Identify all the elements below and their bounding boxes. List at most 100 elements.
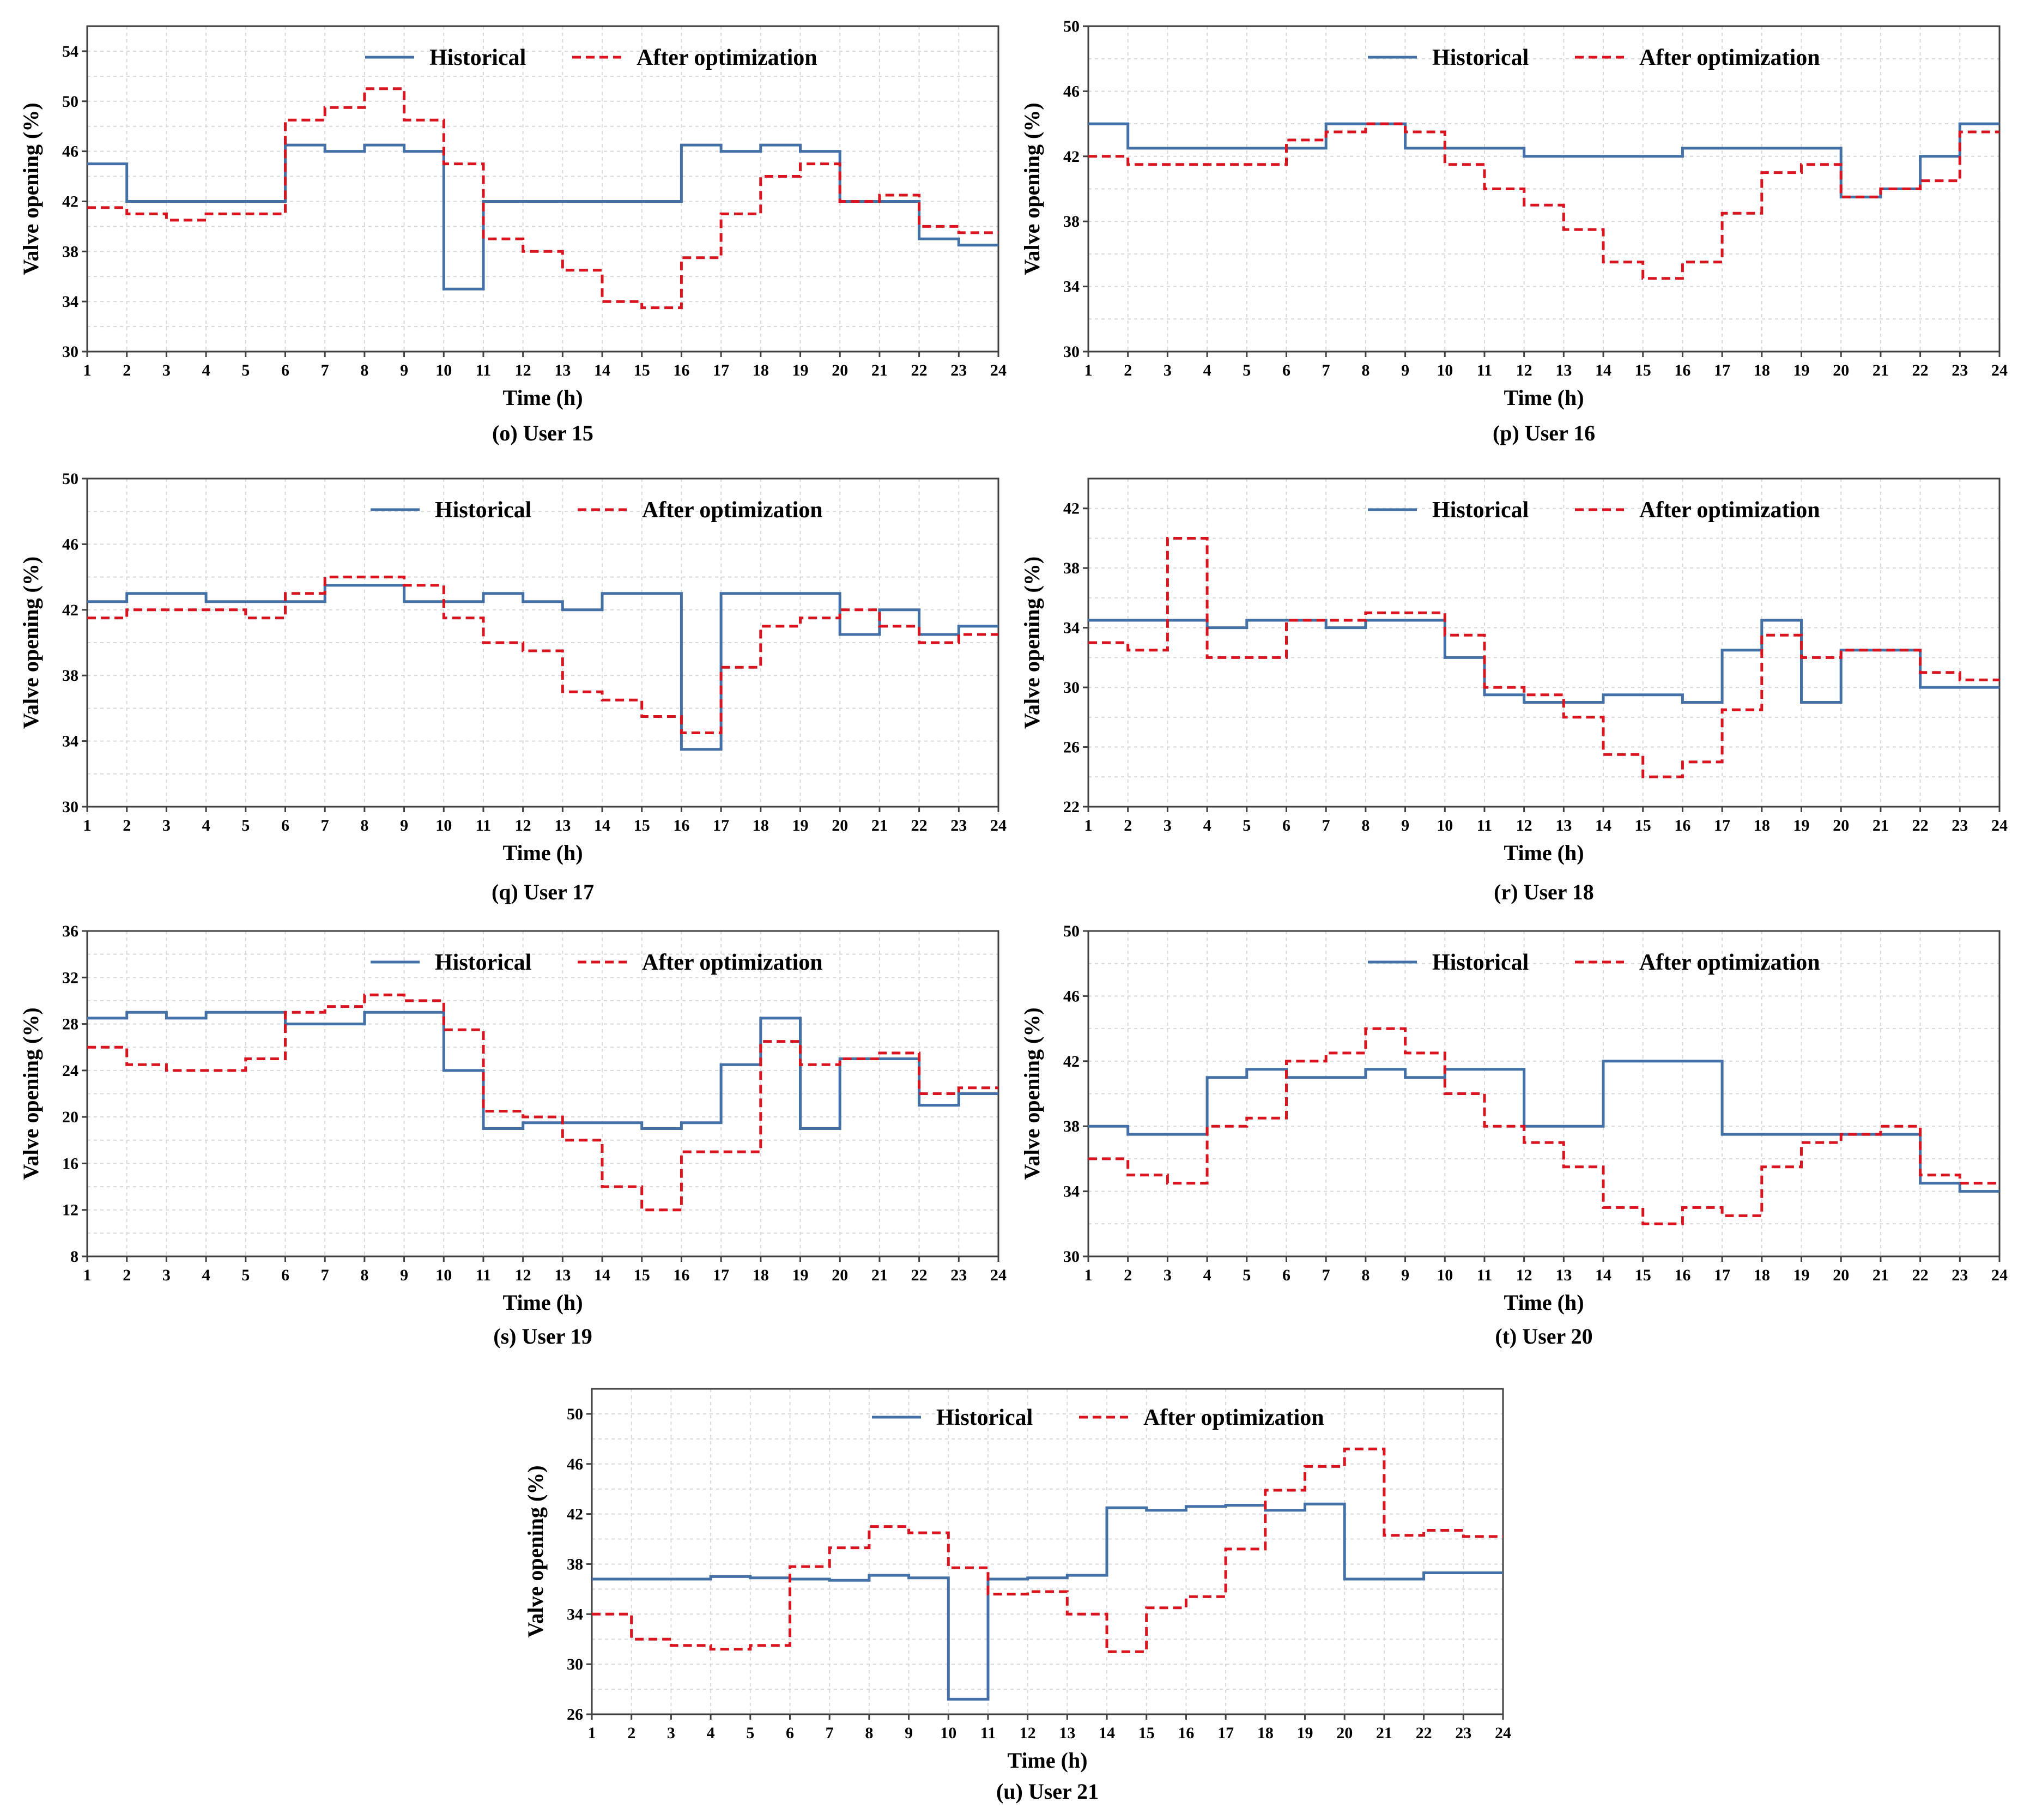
chart-panel-o: 1 2 3 4 5 6 7 8 9 10 11 12 13 14 15 16 17 18 19 20 21 22 23 243… xyxy=(19,25,1007,445)
x-tick-label: 15 xyxy=(1635,1266,1651,1284)
x-tick-label: 17 xyxy=(1714,817,1730,835)
series-line-after-optimization xyxy=(592,1447,1503,1653)
chart-legend: Historical After optimization xyxy=(365,45,817,70)
x-tick-label: 14 xyxy=(1595,817,1611,835)
x-tick-label: 7 xyxy=(1322,1266,1330,1284)
legend-label-historical: Historical xyxy=(435,498,531,523)
x-axis-title: Time (h) xyxy=(1007,1748,1087,1773)
x-tick-label: 15 xyxy=(634,817,650,835)
y-axis-title: Valve opening (%) xyxy=(523,1465,548,1637)
x-tick-label: 8 xyxy=(360,1266,368,1284)
series-line-historical xyxy=(87,584,998,751)
x-tick-label: 8 xyxy=(360,361,368,379)
x-tick-label: 22 xyxy=(911,361,928,379)
legend-label-after-optimization: After optimization xyxy=(1143,1405,1324,1430)
x-tick-label: 24 xyxy=(1991,1266,2008,1284)
legend-label-after-optimization: After optimization xyxy=(642,498,823,523)
x-tick-label: 7 xyxy=(321,361,329,379)
x-tick-label: 2 xyxy=(627,1724,635,1742)
series-line-after-optimization xyxy=(87,576,998,734)
y-axis-title: Valve opening (%) xyxy=(1020,1007,1044,1180)
x-tick-label: 24 xyxy=(1991,361,2008,379)
y-tick-label: 34 xyxy=(1063,1183,1080,1201)
y-tick-label: 22 xyxy=(1063,798,1080,816)
x-tick-label: 3 xyxy=(1164,1266,1172,1284)
x-tick-label: 6 xyxy=(281,361,289,379)
series-line-historical xyxy=(1088,1060,1999,1193)
series-line-historical xyxy=(592,1502,1503,1701)
x-tick-label: 1 xyxy=(1084,361,1093,379)
x-tick-label: 18 xyxy=(1754,817,1770,835)
x-tick-label: 21 xyxy=(871,817,888,835)
x-tick-label: 6 xyxy=(281,1266,289,1284)
x-tick-label: 18 xyxy=(1257,1724,1274,1742)
x-tick-label: 21 xyxy=(1376,1724,1392,1742)
x-tick-label: 21 xyxy=(1872,361,1889,379)
y-axis-title: Valve opening (%) xyxy=(19,1007,43,1180)
x-tick-label: 3 xyxy=(162,817,171,835)
series-line-historical xyxy=(1088,619,1999,704)
legend-label-historical: Historical xyxy=(435,950,531,975)
y-tick-label: 34 xyxy=(567,1605,583,1623)
y-tick-label: 30 xyxy=(1063,679,1080,697)
x-tick-label: 10 xyxy=(1437,361,1453,379)
y-tick-label: 42 xyxy=(62,192,78,210)
x-tick-label: 7 xyxy=(321,817,329,835)
x-axis-title: Time (h) xyxy=(1504,841,1584,865)
y-tick-label: 34 xyxy=(1063,278,1080,296)
x-tick-label: 1 xyxy=(1084,1266,1093,1284)
x-tick-label: 16 xyxy=(1178,1724,1194,1742)
x-tick-label: 22 xyxy=(911,817,928,835)
y-tick-label: 50 xyxy=(567,1405,583,1423)
x-tick-label: 23 xyxy=(950,361,967,379)
x-tick-label: 11 xyxy=(476,361,491,379)
y-tick-label: 46 xyxy=(1063,82,1080,100)
x-tick-label: 20 xyxy=(1833,817,1849,835)
x-tick-label: 4 xyxy=(1203,1266,1211,1284)
x-tick-label: 21 xyxy=(871,361,888,379)
x-tick-label: 3 xyxy=(1164,817,1172,835)
x-tick-label: 5 xyxy=(241,361,250,379)
y-tick-label: 50 xyxy=(62,470,78,488)
x-tick-label: 19 xyxy=(1793,817,1810,835)
x-tick-label: 7 xyxy=(826,1724,834,1742)
series-line-after-optimization xyxy=(1088,122,1999,280)
x-tick-label: 24 xyxy=(1991,817,2008,835)
x-tick-label: 18 xyxy=(753,361,769,379)
y-axis-title: Valve opening (%) xyxy=(19,102,43,275)
x-tick-label: 12 xyxy=(1516,1266,1532,1284)
legend-label-historical: Historical xyxy=(1432,45,1529,70)
x-tick-label: 17 xyxy=(1714,1266,1730,1284)
plot-frame xyxy=(591,1388,1504,1715)
x-tick-label: 16 xyxy=(673,817,689,835)
y-tick-label: 46 xyxy=(567,1455,583,1473)
chart-panel-u: 1 2 3 4 5 6 7 8 9 10 11 12 13 14 15 16 17 18 19 20 21 22 23 242… xyxy=(523,1388,1511,1804)
x-tick-label: 1 xyxy=(83,1266,92,1284)
y-tick-label: 12 xyxy=(62,1201,78,1219)
x-tick-label: 5 xyxy=(1243,817,1251,835)
y-tick-label: 38 xyxy=(567,1555,583,1573)
panel-caption: (o) User 15 xyxy=(492,421,593,445)
chart-legend: Historical After optimization xyxy=(1368,950,1820,975)
x-tick-label: 4 xyxy=(1203,817,1211,835)
x-tick-label: 5 xyxy=(1243,361,1251,379)
x-axis-title: Time (h) xyxy=(502,385,583,410)
x-tick-label: 21 xyxy=(1872,817,1889,835)
y-tick-label: 34 xyxy=(1063,619,1080,637)
x-tick-label: 14 xyxy=(594,1266,610,1284)
x-tick-label: 22 xyxy=(1416,1724,1432,1742)
x-tick-label: 20 xyxy=(832,361,848,379)
x-tick-label: 17 xyxy=(713,817,729,835)
x-tick-label: 23 xyxy=(1952,361,1968,379)
legend-label-historical: Historical xyxy=(1432,950,1529,975)
chart-legend: Historical After optimization xyxy=(371,498,823,523)
x-tick-label: 8 xyxy=(865,1724,873,1742)
x-tick-label: 22 xyxy=(1912,361,1929,379)
x-tick-label: 16 xyxy=(1674,1266,1690,1284)
legend-label-after-optimization: After optimization xyxy=(1639,45,1820,70)
legend-label-historical: Historical xyxy=(936,1405,1033,1430)
x-tick-label: 8 xyxy=(1361,817,1369,835)
x-tick-label: 16 xyxy=(1674,817,1690,835)
panel-caption: (r) User 18 xyxy=(1494,880,1594,904)
